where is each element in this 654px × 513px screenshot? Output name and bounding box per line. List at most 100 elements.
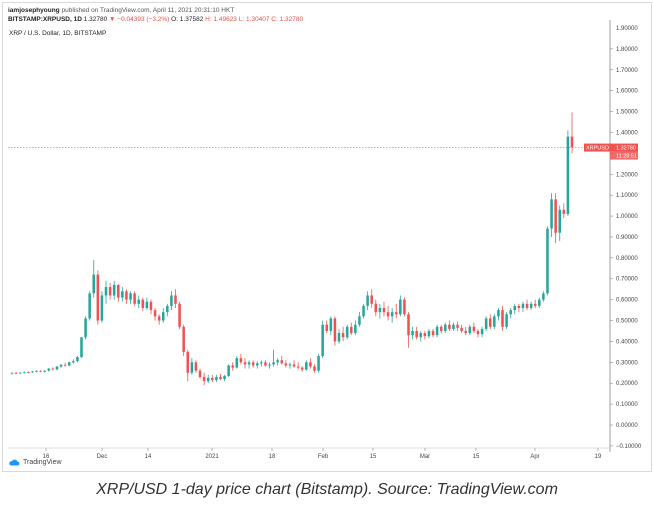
candle-body — [264, 362, 267, 366]
price-badge-value: 1.32780 — [616, 146, 636, 152]
chart-title: XRP / U.S. Dollar, 1D, BITSTAMP — [9, 30, 107, 37]
candle-body — [517, 305, 521, 308]
candle-body — [161, 312, 165, 321]
ohlc-high: H: 1.49623 — [205, 16, 237, 23]
candle-body — [484, 318, 488, 329]
candle-body — [480, 328, 484, 335]
candle-body — [427, 330, 431, 337]
y-tick-label: 1.70000 — [616, 68, 638, 74]
candle-body — [206, 378, 210, 382]
candlestick-chart[interactable]: 1.90000 1.80000 1.70000 1.60000 1.50000 1.400… — [0, 0, 654, 470]
y-tick-label: 1.40000 — [616, 130, 638, 136]
candle-body — [125, 291, 128, 300]
candle-body — [513, 305, 517, 311]
candle-body — [525, 303, 529, 308]
x-tick-label: Apr — [530, 454, 539, 460]
candle-body — [419, 333, 423, 338]
y-tick-label: 0.10000 — [616, 402, 638, 408]
candle-body — [35, 370, 38, 372]
tradingview-logo[interactable]: TradingView — [8, 459, 62, 466]
ohlc-close: C: 1.32780 — [271, 16, 304, 23]
candle-body — [460, 327, 463, 331]
candle-body — [39, 370, 42, 372]
candle-body — [149, 301, 153, 311]
candle-body — [43, 370, 46, 372]
candle-body — [92, 274, 96, 294]
candle-body — [231, 365, 234, 368]
candle-body — [182, 326, 185, 352]
chart-header: iamjosephyoung published on TradingView.… — [8, 6, 303, 24]
candle-body — [309, 362, 312, 367]
candle-body — [435, 326, 439, 336]
candle-body — [452, 324, 455, 329]
candle-body — [14, 372, 18, 374]
candle-body — [166, 305, 169, 313]
candle-body — [362, 305, 365, 317]
y-tick-label: 0.60000 — [616, 298, 638, 304]
x-tick-label: 16 — [43, 454, 50, 460]
candle-body — [329, 318, 333, 331]
y-tick-label: 0.40000 — [616, 339, 638, 345]
candle-body — [305, 362, 308, 370]
candle-body — [456, 324, 459, 328]
candle-body — [288, 364, 292, 366]
y-tick-label: 1.80000 — [616, 47, 638, 53]
price-change: ▼ −0.04393 (−3.2%) — [109, 16, 170, 23]
candle-body — [190, 362, 194, 373]
candle-body — [141, 299, 145, 308]
candle-body — [390, 312, 394, 317]
y-tick-label: 0.20000 — [616, 381, 638, 387]
candle-body — [350, 326, 353, 334]
y-tick-label: −0.10000 — [616, 444, 642, 450]
candle-body — [76, 357, 79, 362]
candle-body — [378, 308, 382, 313]
candle-body — [227, 365, 230, 376]
candle-body — [439, 326, 443, 331]
y-tick-label: 0.00000 — [616, 423, 638, 429]
logo-text: TradingView — [23, 459, 62, 466]
candle-body — [235, 358, 239, 368]
candle-body — [411, 330, 414, 336]
x-tick-label: Mar — [420, 454, 430, 460]
candle-body — [100, 295, 104, 321]
last-price: 1.32780 — [83, 16, 108, 23]
chart-frame — [2, 2, 652, 472]
candle-body — [80, 337, 83, 358]
candle-body — [260, 362, 263, 364]
x-tick-label: 14 — [145, 454, 152, 460]
candle-body — [117, 285, 120, 298]
candle-body — [108, 287, 112, 296]
candle-body — [268, 364, 271, 366]
candle-body — [300, 367, 304, 370]
candle-body — [27, 372, 30, 373]
price-badge-label: XRPUSD — [586, 146, 609, 152]
candle-body — [284, 363, 288, 366]
candle-body — [566, 136, 570, 214]
candle-body — [272, 362, 275, 365]
ohlc-open: O: 1.37582 — [171, 16, 204, 23]
candle-body — [533, 303, 537, 306]
candle-body — [321, 324, 324, 357]
candle-body — [59, 364, 63, 367]
candle-body — [468, 326, 472, 334]
candle-body — [10, 372, 14, 374]
candle-body — [198, 370, 202, 377]
x-tick-label: Feb — [318, 454, 329, 460]
price-badge — [584, 143, 638, 152]
candle-body — [562, 209, 566, 214]
candle-body — [529, 303, 533, 308]
candle-body — [333, 318, 337, 342]
candle-body — [538, 299, 541, 306]
publisher-name[interactable]: iamjosephyoung — [8, 7, 60, 14]
x-tick-label: Dec — [97, 454, 108, 460]
candle-body — [366, 295, 369, 306]
y-tick-label: 1.90000 — [616, 26, 638, 32]
candle-body — [423, 333, 427, 337]
candle-body — [354, 324, 357, 334]
candle-body — [280, 360, 284, 364]
candle-body — [558, 209, 562, 233]
candle-body — [570, 136, 574, 148]
candle-body — [521, 303, 525, 308]
published-text: published on TradingView.com, April 11, … — [61, 7, 235, 14]
x-tick-label: 15 — [370, 454, 377, 460]
